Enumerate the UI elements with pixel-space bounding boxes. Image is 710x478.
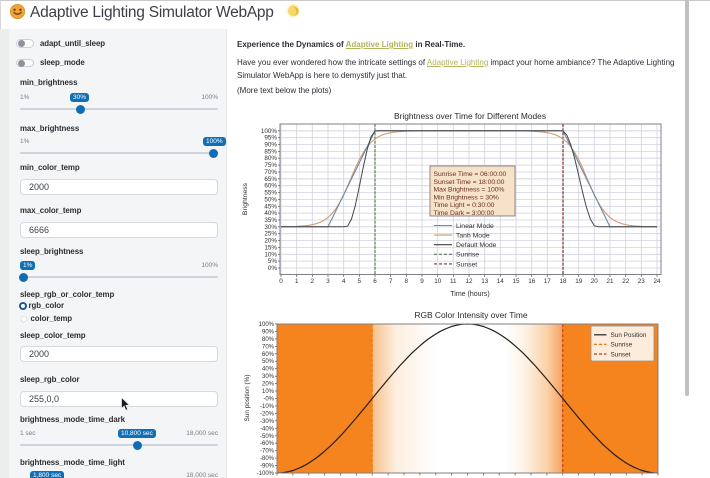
svg-text:Default Mode: Default Mode — [456, 242, 497, 249]
svg-text:25%: 25% — [264, 231, 277, 238]
svg-text:Sunrise: Sunrise — [611, 342, 633, 349]
svg-text:12: 12 — [465, 278, 473, 285]
svg-text:5%: 5% — [268, 258, 278, 265]
svg-text:10%: 10% — [262, 389, 275, 395]
svg-text:Linear Mode: Linear Mode — [456, 223, 494, 230]
svg-text:13: 13 — [481, 278, 489, 285]
svg-text:95%: 95% — [264, 135, 277, 142]
svg-text:-20%: -20% — [260, 411, 275, 417]
svg-text:100%: 100% — [261, 128, 278, 135]
svg-text:Brightness: Brightness — [242, 182, 249, 215]
svg-text:80%: 80% — [264, 155, 277, 162]
svg-text:10%: 10% — [264, 251, 277, 258]
svg-text:50%: 50% — [262, 359, 275, 365]
svg-text:75%: 75% — [264, 162, 277, 169]
svg-text:Tanh Mode: Tanh Mode — [456, 233, 490, 240]
svg-text:14: 14 — [497, 278, 505, 285]
svg-text:60%: 60% — [264, 183, 277, 190]
svg-text:85%: 85% — [264, 148, 277, 155]
svg-text:6: 6 — [373, 278, 377, 285]
svg-text:15: 15 — [512, 278, 520, 285]
svg-text:Sunset: Sunset — [456, 261, 477, 268]
svg-text:Time (hours): Time (hours) — [450, 291, 489, 298]
svg-text:7: 7 — [389, 278, 393, 285]
svg-text:Brightness over Time for Diffe: Brightness over Time for Different Modes — [394, 111, 546, 121]
svg-text:50%: 50% — [264, 196, 277, 203]
svg-text:3: 3 — [326, 278, 330, 285]
svg-text:70%: 70% — [262, 344, 275, 350]
svg-text:-10%: -10% — [260, 404, 275, 410]
svg-text:70%: 70% — [264, 169, 277, 176]
svg-text:40%: 40% — [264, 210, 277, 217]
svg-text:55%: 55% — [264, 190, 277, 197]
svg-text:22: 22 — [622, 278, 630, 285]
svg-text:0%: 0% — [268, 265, 278, 272]
svg-text:20: 20 — [591, 278, 599, 285]
svg-text:5: 5 — [358, 278, 362, 285]
svg-text:21: 21 — [606, 278, 614, 285]
svg-text:Sun position (%): Sun position (%) — [244, 375, 251, 422]
svg-text:19: 19 — [575, 278, 583, 285]
svg-text:35%: 35% — [264, 217, 277, 224]
svg-text:90%: 90% — [264, 142, 277, 149]
svg-text:-80%: -80% — [260, 456, 275, 462]
svg-text:23: 23 — [638, 278, 646, 285]
svg-text:24: 24 — [653, 278, 661, 285]
svg-text:18: 18 — [559, 278, 567, 285]
svg-text:Sunrise Time = 06:00:00: Sunrise Time = 06:00:00 — [434, 171, 507, 178]
svg-text:-60%: -60% — [260, 441, 275, 447]
svg-text:-0%: -0% — [263, 397, 274, 403]
svg-text:-30%: -30% — [260, 419, 275, 425]
svg-text:65%: 65% — [264, 176, 277, 183]
svg-text:15%: 15% — [264, 244, 277, 251]
svg-text:20%: 20% — [262, 382, 275, 388]
svg-text:-100%: -100% — [257, 471, 275, 477]
svg-text:10: 10 — [434, 278, 442, 285]
svg-text:Time Dark = 3:00:00: Time Dark = 3:00:00 — [434, 210, 495, 217]
svg-text:40%: 40% — [262, 367, 275, 373]
svg-text:100%: 100% — [259, 322, 275, 328]
svg-text:Min Brightness = 30%: Min Brightness = 30% — [434, 194, 499, 201]
svg-text:-50%: -50% — [260, 434, 275, 440]
svg-text:Sunset Time = 18:00:00: Sunset Time = 18:00:00 — [434, 179, 505, 186]
svg-text:Max Brightness = 100%: Max Brightness = 100% — [434, 187, 505, 194]
svg-text:9: 9 — [420, 278, 424, 285]
svg-text:30%: 30% — [262, 374, 275, 380]
svg-text:16: 16 — [528, 278, 536, 285]
svg-text:20%: 20% — [264, 238, 277, 245]
svg-text:Sun Position: Sun Position — [611, 332, 647, 339]
svg-text:80%: 80% — [262, 337, 275, 343]
svg-text:30%: 30% — [264, 224, 277, 231]
svg-text:Sunset: Sunset — [611, 351, 631, 358]
svg-text:-70%: -70% — [260, 449, 275, 455]
svg-text:4: 4 — [342, 278, 346, 285]
svg-text:-40%: -40% — [260, 426, 275, 432]
svg-text:11: 11 — [450, 278, 457, 285]
svg-text:2: 2 — [311, 278, 315, 285]
svg-text:Time Light = 0:30:00: Time Light = 0:30:00 — [434, 202, 495, 209]
svg-text:45%: 45% — [264, 203, 277, 210]
svg-text:1: 1 — [295, 278, 299, 285]
svg-text:60%: 60% — [262, 352, 275, 358]
svg-text:17: 17 — [544, 278, 552, 285]
svg-text:-90%: -90% — [260, 464, 275, 470]
svg-text:Sunrise: Sunrise — [456, 252, 479, 259]
svg-text:RGB Color Intensity over Time: RGB Color Intensity over Time — [414, 310, 527, 320]
svg-text:0: 0 — [279, 278, 283, 285]
svg-text:90%: 90% — [262, 330, 275, 336]
svg-text:8: 8 — [405, 278, 409, 285]
